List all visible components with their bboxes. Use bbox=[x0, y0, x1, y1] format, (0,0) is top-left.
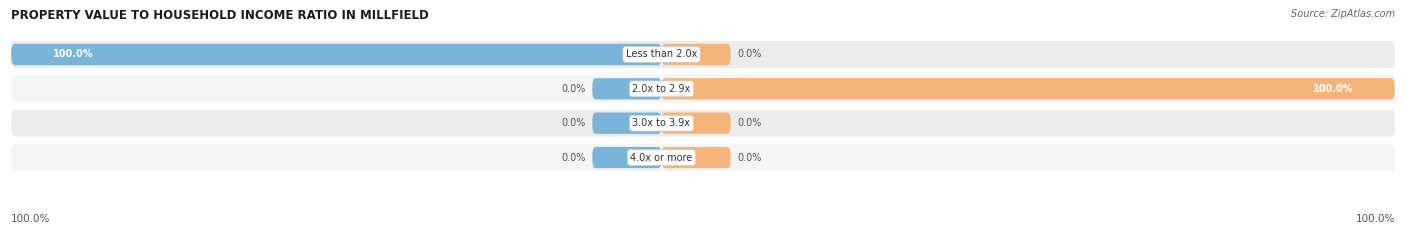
Text: 100.0%: 100.0% bbox=[1355, 214, 1395, 224]
Text: 100.0%: 100.0% bbox=[1313, 84, 1353, 94]
Text: Less than 2.0x: Less than 2.0x bbox=[626, 49, 697, 59]
Text: 100.0%: 100.0% bbox=[53, 49, 93, 59]
Text: PROPERTY VALUE TO HOUSEHOLD INCOME RATIO IN MILLFIELD: PROPERTY VALUE TO HOUSEHOLD INCOME RATIO… bbox=[11, 9, 429, 22]
Text: 0.0%: 0.0% bbox=[561, 153, 585, 163]
FancyBboxPatch shape bbox=[11, 41, 1395, 68]
Text: 0.0%: 0.0% bbox=[738, 118, 762, 128]
Text: 100.0%: 100.0% bbox=[11, 214, 51, 224]
Text: 3.0x to 3.9x: 3.0x to 3.9x bbox=[633, 118, 690, 128]
FancyBboxPatch shape bbox=[661, 113, 731, 134]
FancyBboxPatch shape bbox=[11, 144, 1395, 171]
Text: 4.0x or more: 4.0x or more bbox=[630, 153, 693, 163]
Text: 0.0%: 0.0% bbox=[738, 49, 762, 59]
Text: 2.0x to 2.9x: 2.0x to 2.9x bbox=[633, 84, 690, 94]
Text: Source: ZipAtlas.com: Source: ZipAtlas.com bbox=[1291, 9, 1395, 19]
FancyBboxPatch shape bbox=[592, 147, 661, 168]
FancyBboxPatch shape bbox=[592, 113, 661, 134]
FancyBboxPatch shape bbox=[11, 75, 1395, 102]
FancyBboxPatch shape bbox=[661, 147, 731, 168]
FancyBboxPatch shape bbox=[11, 44, 661, 65]
FancyBboxPatch shape bbox=[11, 110, 1395, 137]
Text: 0.0%: 0.0% bbox=[561, 84, 585, 94]
FancyBboxPatch shape bbox=[661, 78, 1395, 99]
FancyBboxPatch shape bbox=[661, 44, 731, 65]
Text: 0.0%: 0.0% bbox=[561, 118, 585, 128]
Text: 0.0%: 0.0% bbox=[738, 153, 762, 163]
FancyBboxPatch shape bbox=[592, 78, 661, 99]
